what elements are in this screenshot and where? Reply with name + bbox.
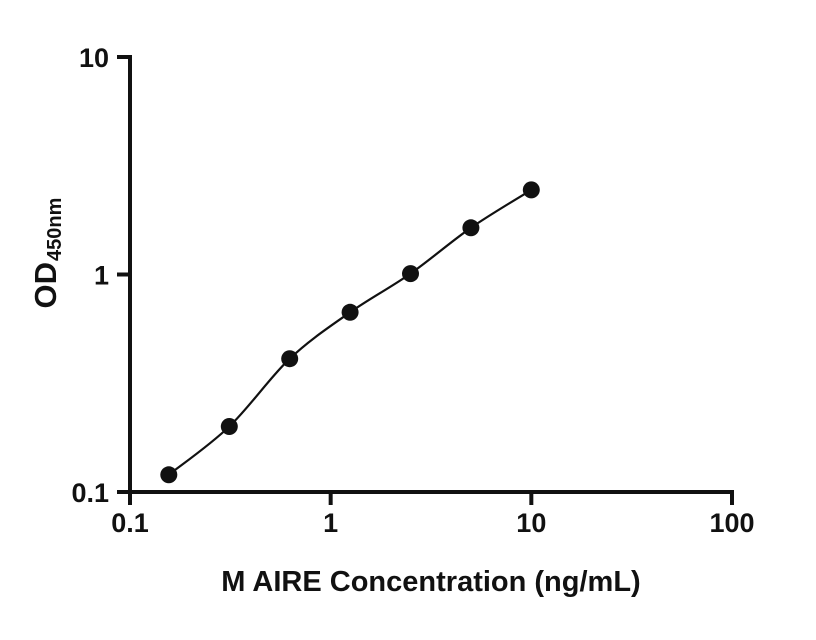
data-point-marker (220, 418, 238, 435)
x-tick-label: 10 (516, 508, 546, 538)
data-point-marker (462, 219, 480, 237)
y-axis-title: OD450nm (28, 197, 66, 309)
data-point-marker (522, 181, 540, 199)
y-tick-label: 10 (79, 43, 109, 73)
y-axis-title-main: OD (28, 261, 63, 309)
x-tick-label: 100 (709, 508, 754, 538)
axis-spine (128, 55, 734, 494)
x-tick-label: 0.1 (111, 508, 149, 538)
x-tick-label: 1 (323, 508, 338, 538)
data-point-marker (402, 265, 419, 283)
data-point-marker (160, 466, 178, 484)
data-point-marker (281, 350, 299, 368)
data-point-marker (341, 303, 359, 321)
x-axis-title: M AIRE Concentration (ng/mL) (221, 566, 641, 598)
y-axis-title-subscript: 450nm (44, 197, 66, 261)
y-tick-label: 1 (94, 261, 109, 291)
y-tick-label: 0.1 (71, 478, 109, 508)
